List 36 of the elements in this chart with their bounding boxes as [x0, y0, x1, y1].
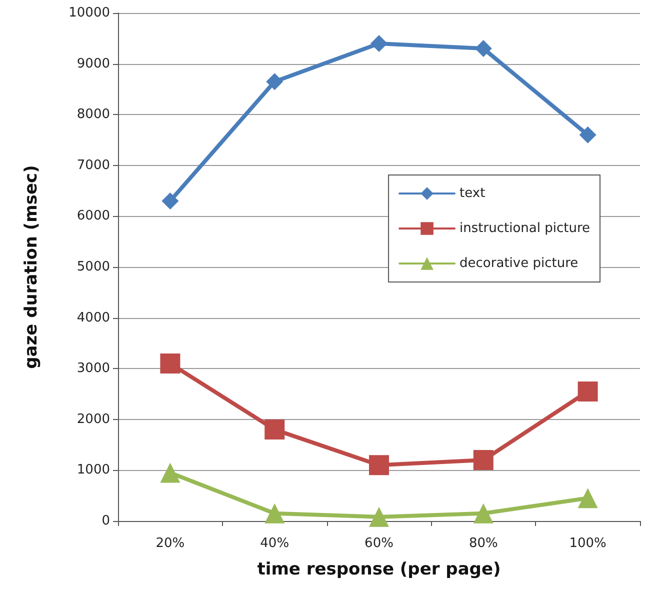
y-tick-label: 9000 — [76, 56, 110, 72]
point — [266, 73, 284, 90]
point — [264, 420, 285, 440]
point — [264, 503, 285, 524]
x-axis-title: time response (per page) — [257, 560, 501, 580]
x-tick-label: 100% — [569, 536, 606, 551]
legend-label: decorative picture — [460, 256, 578, 271]
point — [474, 40, 492, 58]
point — [162, 192, 179, 210]
legend-label: instructional picture — [460, 221, 590, 236]
x-tick-label: 20% — [156, 536, 185, 551]
y-tick-label: 2000 — [76, 412, 110, 427]
point — [578, 381, 598, 402]
legend-label: text — [460, 186, 486, 201]
point — [160, 462, 180, 483]
y-tick-label: 5000 — [76, 260, 110, 274]
y-tick-label: 3000 — [76, 361, 110, 376]
point — [473, 503, 494, 524]
point — [370, 34, 388, 52]
y-tick-label: 4000 — [76, 310, 110, 326]
y-tick-label: 0 — [102, 514, 110, 528]
point — [578, 488, 598, 508]
point — [473, 450, 494, 470]
point — [160, 354, 180, 374]
point — [369, 506, 389, 527]
y-tick-label: 7000 — [76, 158, 110, 173]
x-tick-label: 40% — [260, 536, 290, 551]
y-tick-label: 10000 — [68, 6, 110, 20]
y-tick-label: 6000 — [76, 208, 110, 224]
x-tick-label: 60% — [364, 536, 394, 551]
x-tick-label: 80% — [468, 536, 498, 551]
point — [369, 455, 389, 476]
y-tick-label: 8000 — [76, 107, 110, 122]
y-tick-label: 1000 — [76, 462, 110, 478]
y-axis-title: gaze duration (msec) — [22, 165, 42, 369]
point — [579, 126, 596, 144]
